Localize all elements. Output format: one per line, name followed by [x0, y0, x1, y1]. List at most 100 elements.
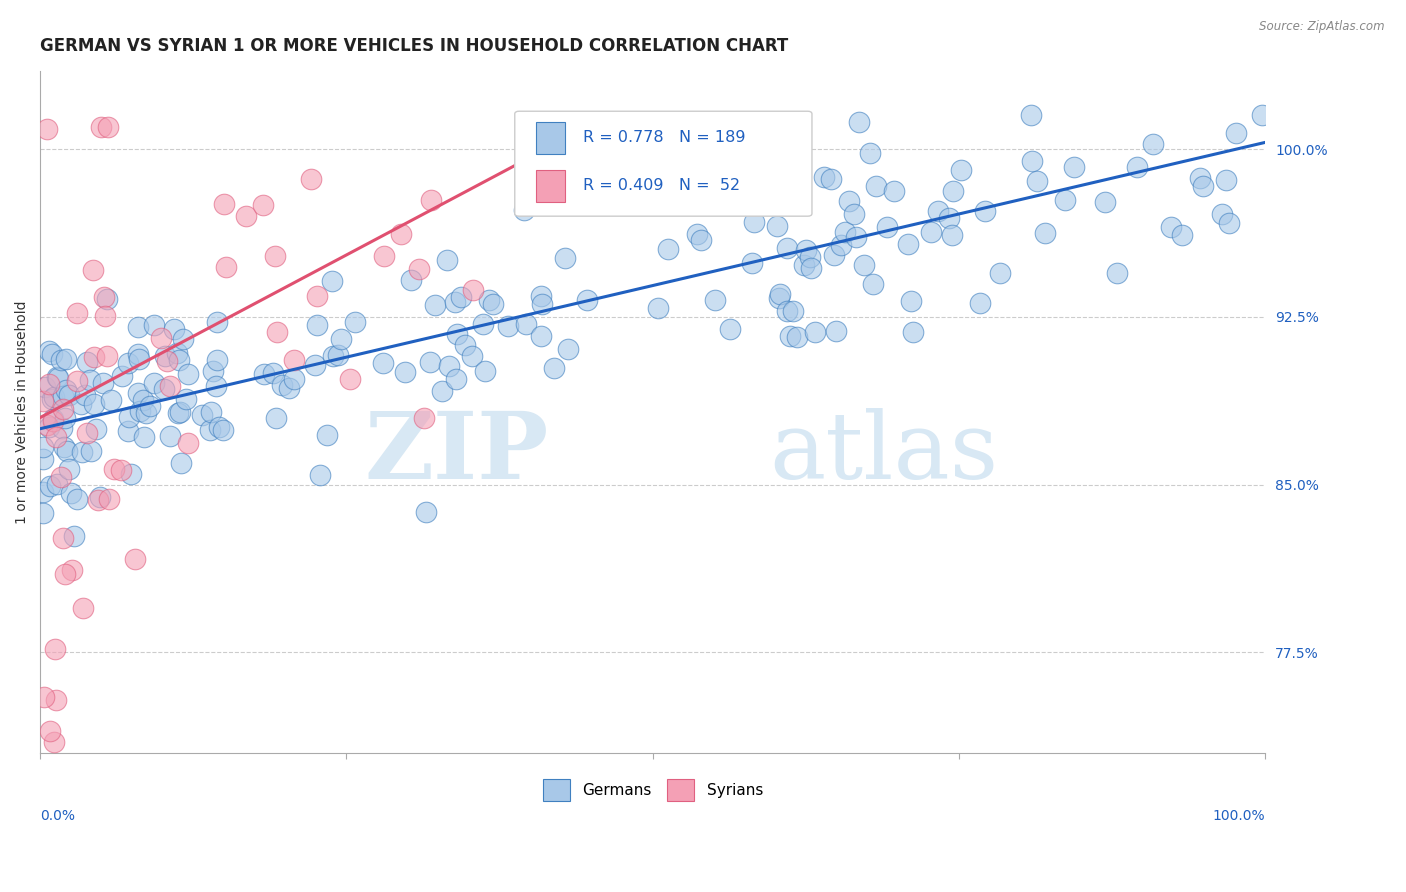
Point — [264, 410, 287, 425]
Point — [93, 376, 115, 390]
Point — [127, 347, 149, 361]
Text: ZIP: ZIP — [364, 408, 548, 498]
Point — [156, 354, 179, 368]
Point — [73, 388, 96, 402]
Point — [876, 219, 898, 234]
Point — [159, 429, 181, 443]
Point — [419, 355, 441, 369]
Point — [830, 237, 852, 252]
Point — [53, 567, 76, 582]
Point — [1105, 266, 1128, 280]
Point — [201, 364, 224, 378]
Point — [49, 469, 72, 483]
Text: R = 0.778   N = 189: R = 0.778 N = 189 — [582, 130, 745, 145]
Point — [927, 204, 949, 219]
Point — [307, 289, 329, 303]
Point — [647, 301, 669, 315]
Point — [69, 397, 91, 411]
Point — [155, 349, 177, 363]
Point — [339, 372, 361, 386]
Point — [208, 420, 231, 434]
Point — [143, 318, 166, 332]
Text: R = 0.409   N =  52: R = 0.409 N = 52 — [582, 178, 740, 193]
Point — [45, 369, 67, 384]
Point — [31, 452, 53, 467]
Point — [66, 306, 89, 320]
Point — [253, 367, 276, 381]
Point — [938, 211, 960, 226]
Point — [200, 405, 222, 419]
Point — [80, 443, 103, 458]
Point — [60, 486, 83, 500]
Point — [941, 227, 963, 242]
Point — [415, 505, 437, 519]
Point — [820, 171, 842, 186]
Point — [1125, 160, 1147, 174]
Point — [135, 406, 157, 420]
Point — [55, 383, 77, 397]
Text: atlas: atlas — [769, 408, 998, 498]
Point — [205, 353, 228, 368]
Point — [96, 349, 118, 363]
Point — [575, 293, 598, 308]
Point — [174, 392, 197, 406]
Point — [741, 256, 763, 270]
Point — [128, 403, 150, 417]
Text: 100.0%: 100.0% — [1213, 809, 1265, 823]
Point — [177, 435, 200, 450]
Point — [207, 315, 229, 329]
Point — [128, 351, 150, 366]
Point — [394, 365, 416, 379]
Point — [31, 484, 53, 499]
Point — [834, 225, 856, 239]
Point — [804, 325, 827, 339]
Point — [800, 260, 823, 275]
Point — [437, 359, 460, 373]
Point — [51, 421, 73, 435]
Point — [825, 324, 848, 338]
Point — [330, 332, 353, 346]
Point — [82, 263, 104, 277]
Legend: Germans, Syrians: Germans, Syrians — [537, 773, 769, 807]
Point — [103, 462, 125, 476]
Point — [316, 428, 339, 442]
Point — [76, 354, 98, 368]
Point — [44, 735, 66, 749]
Point — [41, 412, 63, 426]
Point — [283, 372, 305, 386]
Point — [32, 394, 55, 409]
Point — [949, 163, 972, 178]
Point — [172, 332, 194, 346]
FancyBboxPatch shape — [536, 169, 565, 202]
Point — [60, 563, 83, 577]
Point — [307, 318, 329, 332]
Point — [371, 356, 394, 370]
Point — [920, 225, 942, 239]
Point — [32, 440, 55, 454]
Point — [1026, 174, 1049, 188]
Point — [848, 114, 870, 128]
Point — [177, 367, 200, 381]
Point — [117, 355, 139, 369]
Point — [124, 551, 146, 566]
Point — [96, 293, 118, 307]
Point — [782, 303, 804, 318]
Point — [779, 329, 801, 343]
Point — [903, 326, 925, 340]
FancyBboxPatch shape — [536, 122, 565, 153]
Point — [399, 273, 422, 287]
Point — [1171, 227, 1194, 242]
Y-axis label: 1 or more Vehicles in Household: 1 or more Vehicles in Household — [15, 301, 30, 524]
Point — [84, 422, 107, 436]
Point — [1033, 226, 1056, 240]
Point — [52, 440, 75, 454]
Point — [166, 406, 188, 420]
Point — [198, 423, 221, 437]
Point — [270, 378, 292, 392]
Point — [543, 360, 565, 375]
Point — [118, 410, 141, 425]
Point — [793, 258, 815, 272]
Point — [70, 445, 93, 459]
Point — [159, 379, 181, 393]
Point — [718, 322, 741, 336]
